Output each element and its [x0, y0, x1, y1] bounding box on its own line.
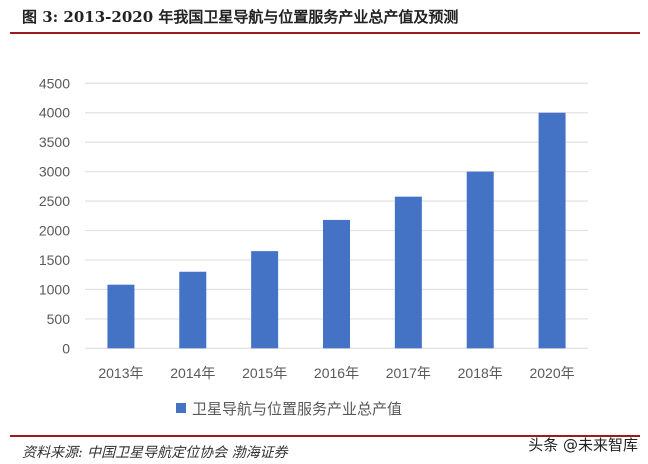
y-tick-label: 0: [62, 340, 70, 356]
bar: [538, 112, 566, 349]
x-tick-label: 2016年: [314, 365, 359, 381]
bar: [179, 271, 207, 349]
y-tick-label: 1500: [39, 252, 70, 268]
y-tick-label: 1000: [39, 281, 70, 297]
bar: [107, 284, 135, 349]
y-tick-label: 4000: [39, 105, 70, 121]
footer-rule: [10, 435, 640, 437]
figure-title: 图 3: 2013-2020 年我国卫星导航与位置服务产业总产值及预测: [22, 8, 459, 26]
bar-chart: 0 500 1000 1500 2000 2500 3000 3500 4000 4500 2013…: [39, 75, 588, 418]
y-tick-label: 2000: [39, 223, 70, 239]
y-tick-label: 4500: [39, 75, 70, 91]
watermark: 头条 @未来智库: [528, 436, 638, 454]
x-tick-label: 2015年: [242, 365, 287, 381]
bar: [394, 196, 422, 349]
bar: [323, 219, 350, 349]
source-note: 资料来源: 中国卫星导航定位协会 渤海证券: [22, 445, 288, 461]
title-rule: [10, 32, 640, 34]
x-tick-label: 2020年: [529, 365, 574, 381]
y-tick-label: 2500: [39, 193, 70, 209]
y-tick-label: 3500: [39, 134, 70, 150]
x-tick-label: 2014年: [170, 365, 215, 381]
x-tick-label: 2018年: [458, 365, 503, 381]
x-tick-label: 2013年: [98, 365, 143, 381]
y-tick-label: 3000: [39, 164, 70, 180]
x-tick-label: 2017年: [386, 365, 431, 381]
y-tick-label: 500: [47, 311, 71, 327]
bar: [251, 251, 279, 349]
legend-label: 卫星导航与位置服务产业总产值: [192, 400, 402, 418]
bar: [466, 171, 494, 349]
legend-swatch: [176, 403, 186, 413]
